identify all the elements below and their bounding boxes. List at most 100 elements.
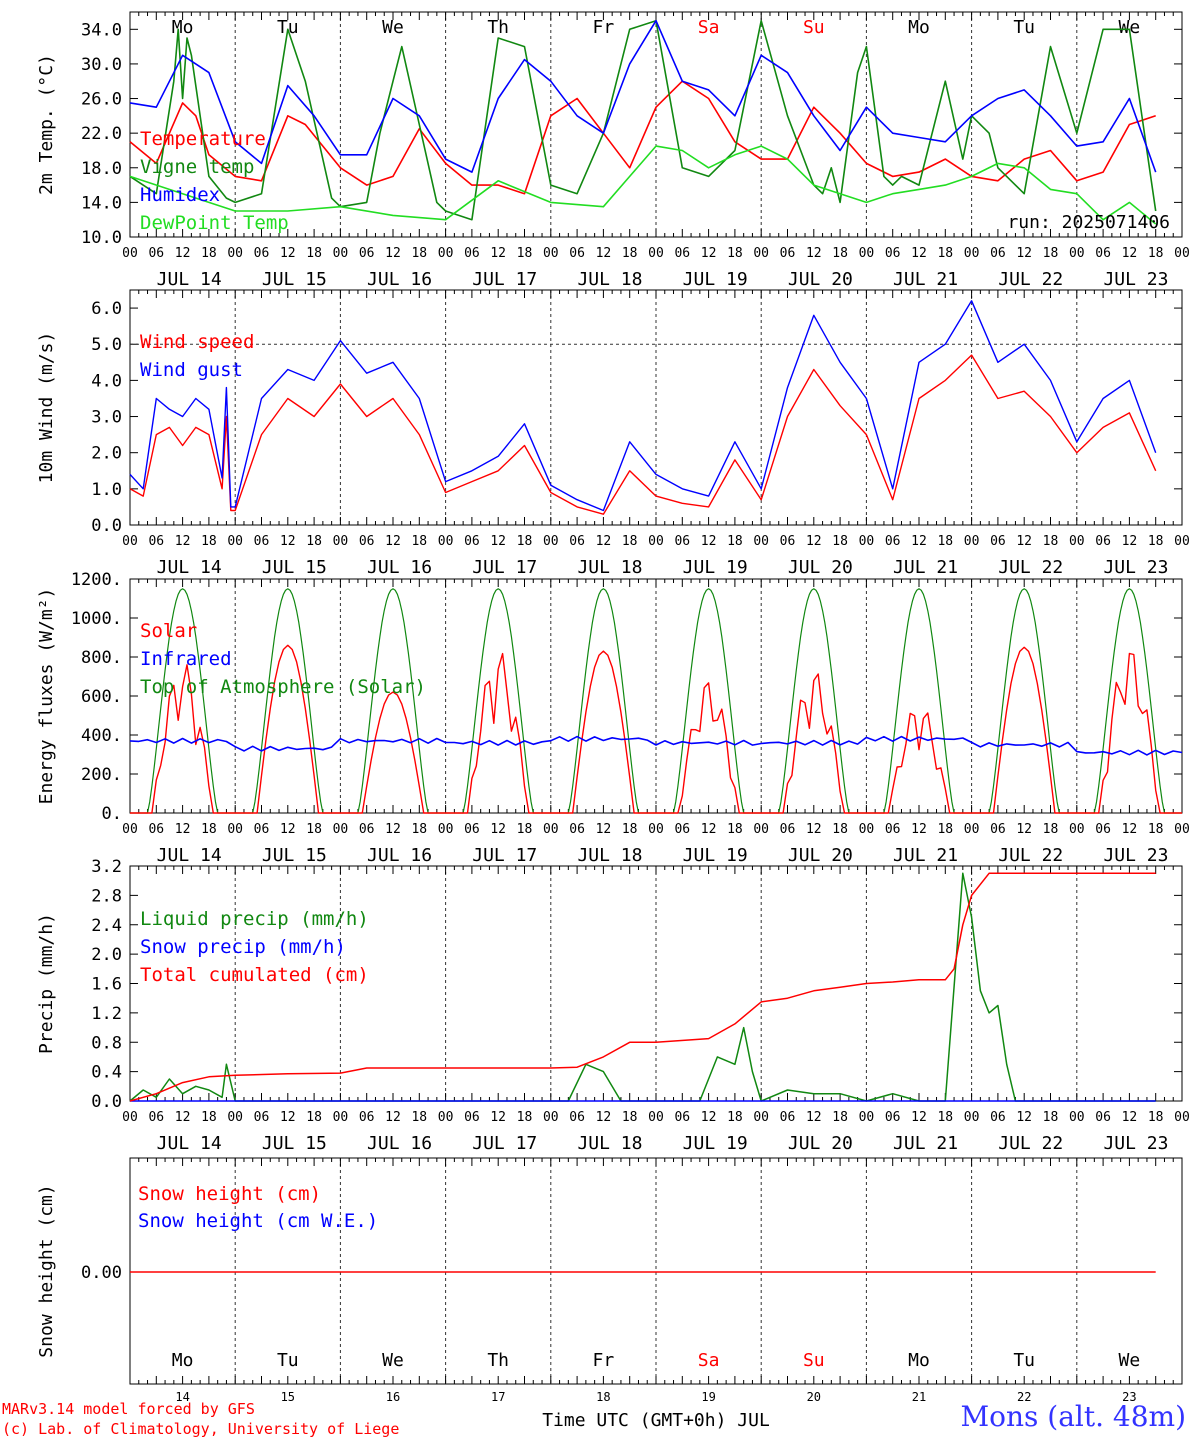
precip-hour-label: 00 xyxy=(859,1110,875,1125)
precip-hour-label: 06 xyxy=(885,1110,901,1125)
temperature-y-tick-label: 30.0 xyxy=(81,55,122,75)
wind-hour-label: 18 xyxy=(1043,534,1059,549)
precip-y-tick-label: 0.4 xyxy=(91,1063,122,1083)
wind-hour-label: 00 xyxy=(438,534,454,549)
temperature-hour-label: 18 xyxy=(832,246,848,261)
precip-hour-label: 12 xyxy=(1016,1110,1032,1125)
energy-hour-label: 12 xyxy=(701,822,717,837)
snow-weekday-label: Su xyxy=(803,1350,825,1371)
temperature-hour-label: 06 xyxy=(148,246,164,261)
precip-legend-0: Liquid precip (mm/h) xyxy=(140,908,369,930)
temperature-weekday-label: Sa xyxy=(698,17,720,38)
temperature-weekday-label: Th xyxy=(487,17,509,38)
temperature-hour-label: 06 xyxy=(674,246,690,261)
wind-hour-label: 18 xyxy=(622,534,638,549)
wind-y-tick-label: 2.0 xyxy=(91,444,122,464)
snow-day-number: 21 xyxy=(912,1390,926,1404)
energy-hour-label: 12 xyxy=(1122,822,1138,837)
precip-hour-label: 06 xyxy=(780,1110,796,1125)
precip-y-tick-label: 1.2 xyxy=(91,1004,122,1024)
snow-day-number: 17 xyxy=(491,1390,505,1404)
snow-weekday-label: Mo xyxy=(172,1350,194,1371)
temperature-hour-label: 18 xyxy=(1043,246,1059,261)
energy-hour-label: 00 xyxy=(648,822,664,837)
energy-date-label: JUL 21 xyxy=(893,845,958,866)
precip-date-label: JUL 17 xyxy=(472,1133,537,1154)
wind-hour-label: 06 xyxy=(990,534,1006,549)
temperature-legend-2: Humidex xyxy=(140,184,220,206)
wind-hour-label: 18 xyxy=(832,534,848,549)
precip-y-axis-label: Precip (mm/h) xyxy=(36,913,57,1054)
snow-y-axis-label: Snow height (cm) xyxy=(36,1184,57,1357)
temperature-weekday-label: Mo xyxy=(172,17,194,38)
temperature-series-3 xyxy=(129,145,1157,225)
energy-hour-label: 12 xyxy=(806,822,822,837)
temperature-weekday-label: Su xyxy=(803,17,825,38)
precip-date-label: JUL 23 xyxy=(1103,1133,1168,1154)
energy-hour-label: 00 xyxy=(438,822,454,837)
temperature-hour-label: 18 xyxy=(727,246,743,261)
wind-hour-label: 00 xyxy=(1174,534,1190,549)
energy-y-tick-label: 0. xyxy=(102,804,122,824)
wind-hour-label: 12 xyxy=(175,534,191,549)
snow-weekday-label: We xyxy=(382,1350,404,1371)
precip-hour-label: 18 xyxy=(832,1110,848,1125)
temperature-hour-label: 00 xyxy=(122,246,138,261)
wind-hour-label: 00 xyxy=(964,534,980,549)
snow-weekday-label: Tu xyxy=(277,1350,299,1371)
temperature-y-tick-label: 26.0 xyxy=(81,90,122,110)
wind-hour-label: 18 xyxy=(937,534,953,549)
snow-weekday-label: Th xyxy=(487,1350,509,1371)
wind-hour-label: 06 xyxy=(569,534,585,549)
precip-hour-label: 18 xyxy=(937,1110,953,1125)
energy-hour-label: 06 xyxy=(885,822,901,837)
wind-hour-label: 12 xyxy=(806,534,822,549)
temperature-y-axis-label: 2m Temp. (°C) xyxy=(36,54,57,195)
wind-hour-label: 00 xyxy=(543,534,559,549)
wind-hour-label: 12 xyxy=(1122,534,1138,549)
snow-day-number: 15 xyxy=(281,1390,295,1404)
energy-date-label: JUL 17 xyxy=(472,845,537,866)
wind-date-label: JUL 15 xyxy=(262,557,327,578)
energy-hour-label: 18 xyxy=(517,822,533,837)
wind-date-label: JUL 16 xyxy=(367,557,432,578)
precip-hour-label: 00 xyxy=(1174,1110,1190,1125)
wind-date-label: JUL 21 xyxy=(893,557,958,578)
temperature-y-tick-label: 34.0 xyxy=(81,20,122,40)
temperature-hour-label: 12 xyxy=(490,246,506,261)
temperature-frame xyxy=(129,11,1183,238)
temperature-hour-label: 18 xyxy=(937,246,953,261)
temperature-hour-label: 00 xyxy=(333,246,349,261)
temperature-hour-label: 06 xyxy=(569,246,585,261)
wind-y-tick-label: 6.0 xyxy=(91,299,122,319)
precip-hour-label: 12 xyxy=(1122,1110,1138,1125)
energy-hour-label: 18 xyxy=(411,822,427,837)
temperature-hour-label: 06 xyxy=(1095,246,1111,261)
precip-hour-label: 18 xyxy=(411,1110,427,1125)
precip-hour-label: 18 xyxy=(622,1110,638,1125)
wind-hour-label: 00 xyxy=(753,534,769,549)
temperature-series-0 xyxy=(129,80,1156,195)
precip-hour-label: 12 xyxy=(911,1110,927,1125)
precip-y-tick-label: 2.8 xyxy=(91,886,122,906)
energy-hour-label: 00 xyxy=(227,822,243,837)
precip-hour-label: 06 xyxy=(569,1110,585,1125)
temperature-hour-label: 18 xyxy=(517,246,533,261)
temperature-legend-1: Vigne temp xyxy=(140,156,254,178)
energy-hour-label: 00 xyxy=(1069,822,1085,837)
energy-date-label: JUL 19 xyxy=(683,845,748,866)
wind-y-axis-label: 10m Wind (m/s) xyxy=(36,332,57,484)
temperature-hour-label: 06 xyxy=(885,246,901,261)
snow-day-number: 22 xyxy=(1017,1390,1031,1404)
temperature-weekday-label: Fr xyxy=(593,17,615,38)
wind-hour-label: 00 xyxy=(227,534,243,549)
temperature-date-label: JUL 21 xyxy=(893,269,958,290)
snow-day-number: 14 xyxy=(175,1390,189,1404)
snow-day-number: 18 xyxy=(596,1390,610,1404)
energy-y-tick-label: 1000. xyxy=(71,609,122,629)
wind-hour-label: 18 xyxy=(517,534,533,549)
wind-hour-label: 00 xyxy=(1069,534,1085,549)
snow-day-number: 23 xyxy=(1122,1390,1136,1404)
snow-weekday-label: Mo xyxy=(908,1350,930,1371)
